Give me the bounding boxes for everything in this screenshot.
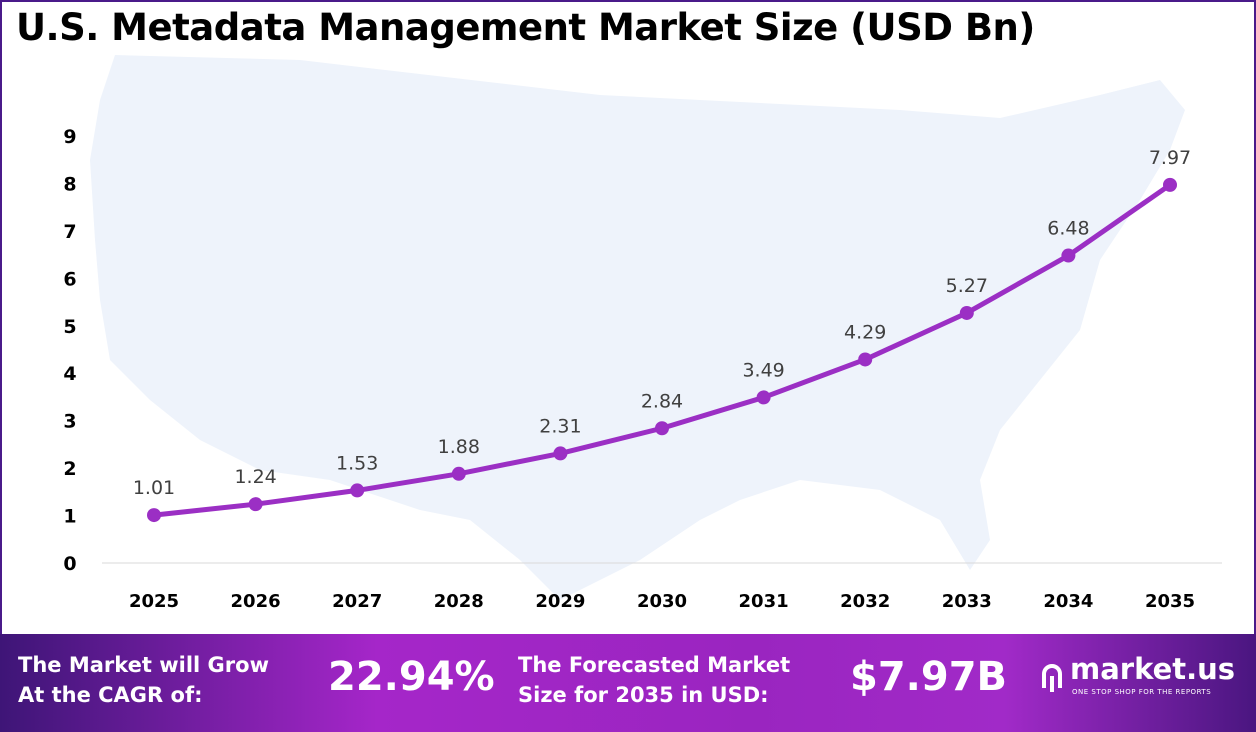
data-point	[1061, 248, 1076, 263]
x-tick-label: 2034	[1043, 591, 1093, 612]
data-point	[959, 305, 974, 320]
cagr-label-line1: The Market will Grow	[18, 653, 269, 677]
data-label: 1.01	[133, 477, 175, 499]
data-point	[756, 390, 771, 405]
footer-banner: The Market will Grow At the CAGR of: 22.…	[0, 634, 1256, 732]
data-point	[451, 466, 466, 481]
cagr-label-line2: At the CAGR of:	[18, 683, 203, 707]
x-tick-label: 2030	[637, 591, 687, 612]
logo-text: market.us	[1070, 652, 1236, 686]
y-tick-label: 1	[63, 506, 76, 528]
forecast-value: $7.97B	[850, 654, 1008, 700]
y-tick-label: 8	[63, 173, 76, 195]
data-point	[553, 446, 568, 461]
data-label: 1.24	[234, 466, 276, 488]
us-map-silhouette	[90, 55, 1185, 600]
data-point	[1163, 177, 1177, 192]
x-tick-label: 2027	[332, 591, 382, 612]
data-label: 3.49	[742, 359, 784, 381]
data-label: 1.88	[438, 436, 480, 458]
chart-frame	[0, 0, 1256, 634]
data-point	[655, 421, 669, 436]
x-tick-label: 2029	[535, 591, 585, 612]
y-tick-label: 0	[63, 553, 76, 575]
data-label: 2.84	[641, 390, 683, 412]
data-label: 1.53	[336, 452, 378, 474]
data-point	[350, 483, 365, 498]
data-label: 4.29	[844, 321, 886, 343]
x-tick-label: 2033	[942, 591, 992, 612]
logo-tagline: ONE STOP SHOP FOR THE REPORTS	[1072, 688, 1212, 696]
x-tick-label: 2032	[840, 591, 890, 612]
x-tick-label: 2026	[231, 591, 281, 612]
data-label: 7.97	[1149, 147, 1191, 169]
x-tick-label: 2035	[1145, 591, 1195, 612]
data-point	[147, 508, 161, 523]
y-tick-label: 3	[63, 411, 76, 433]
y-tick-label: 9	[63, 126, 76, 148]
x-tick-label: 2028	[434, 591, 484, 612]
data-point	[858, 352, 873, 367]
chart-title: U.S. Metadata Management Market Size (US…	[16, 6, 1035, 49]
line-chart: 0 1 2 3 4 5 6 7 8 9 2025 2026 2027 2028 2029 2030 2031 2…	[63, 55, 1222, 612]
y-tick-label: 4	[63, 363, 76, 385]
y-tick-label: 6	[63, 268, 76, 290]
data-label: 6.48	[1047, 218, 1089, 240]
y-tick-label: 5	[63, 316, 76, 338]
cagr-value: 22.94%	[328, 654, 495, 700]
x-tick-label: 2025	[129, 591, 179, 612]
y-tick-label: 2	[63, 458, 76, 480]
x-tick-label: 2031	[739, 591, 789, 612]
data-label: 5.27	[946, 275, 988, 297]
market-us-logo-icon	[1042, 664, 1062, 692]
data-point	[248, 497, 263, 512]
y-tick-label: 7	[63, 221, 76, 243]
data-label: 2.31	[539, 415, 581, 437]
forecast-label-line1: The Forecasted Market	[518, 653, 791, 677]
forecast-label-line2: Size for 2035 in USD:	[518, 683, 769, 707]
